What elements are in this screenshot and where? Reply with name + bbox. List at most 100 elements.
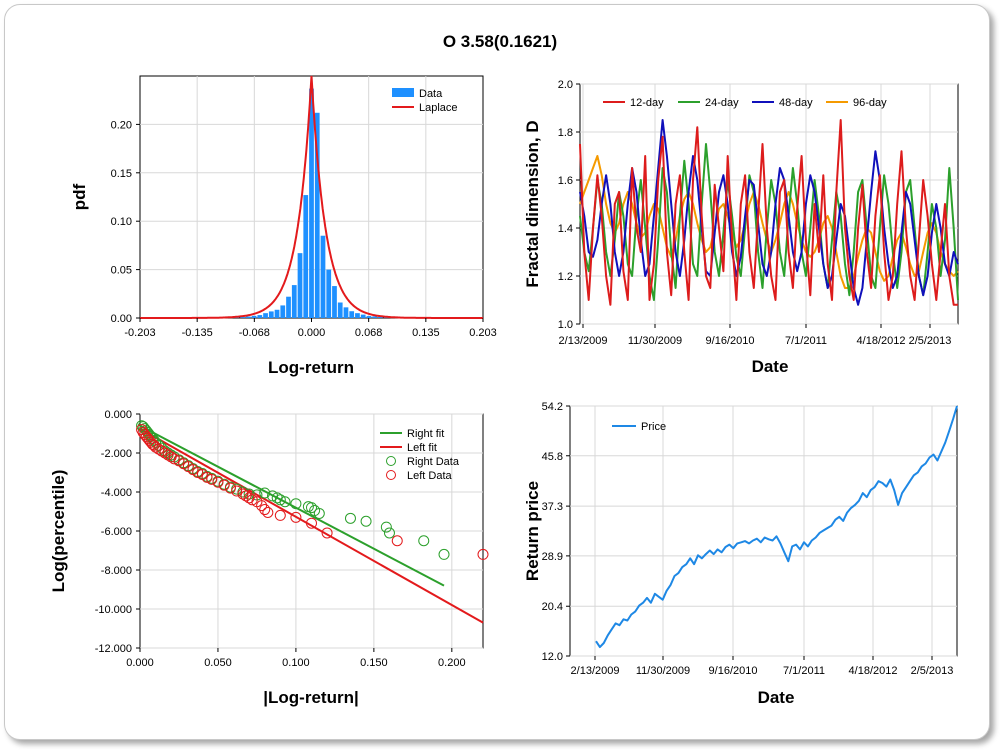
legend-label: 12-day (630, 97, 664, 109)
y-tick-label: 1.4 (558, 223, 573, 235)
x-tick-label: 11/30/2009 (628, 335, 682, 347)
x-tick-label: -0.203 (124, 327, 155, 339)
y-tick-label: 20.4 (542, 601, 563, 613)
x-tick-label: 9/16/2010 (706, 335, 755, 347)
histogram-bar (326, 269, 332, 318)
y-tick-label: 1.2 (558, 271, 573, 283)
histogram-bar (240, 317, 245, 318)
x-tick-label: 0.100 (282, 657, 310, 669)
right-data-point (313, 507, 325, 519)
y-tick-label: 0.05 (111, 265, 132, 277)
x-tick-label: 11/30/2009 (636, 665, 690, 677)
tail-fit-x-label: |Log-return| (263, 688, 358, 707)
histogram-bar (360, 314, 366, 318)
left-data-point (168, 453, 180, 465)
left-data-point (159, 447, 171, 459)
legend-label: 48-day (779, 97, 813, 109)
legend-label: 96-day (853, 97, 887, 109)
y-tick-label: -12.000 (95, 643, 132, 655)
right-data-point (274, 494, 286, 506)
left-data-point (306, 517, 317, 529)
histogram-bar (337, 302, 343, 318)
left-data-point (156, 445, 168, 457)
fractal-series-line (579, 119, 959, 306)
left-fit-line (139, 427, 484, 624)
y-tick-label: -4.000 (101, 487, 132, 499)
y-tick-label: 0.15 (111, 168, 132, 180)
x-tick-label: 4/18/2012 (857, 335, 906, 347)
y-tick-label: 37.3 (542, 501, 563, 513)
histogram-bar (280, 305, 286, 318)
left-data-point (206, 473, 218, 485)
y-tick-label: 1.8 (558, 127, 573, 139)
y-tick-label: 28.9 (542, 551, 563, 563)
legend-label: Left Data (407, 470, 453, 482)
left-data-point (290, 511, 302, 523)
tail-fit-legend: Right fit Left fit Right Data Left Data (380, 428, 460, 482)
x-tick-label: 7/1/2011 (783, 665, 825, 677)
tail-fit-y-label: Log(percentile) (49, 470, 68, 593)
histogram-bar (291, 285, 297, 318)
left-data-point (262, 506, 274, 518)
legend-label: Left fit (407, 442, 437, 454)
figure-title: O 3.58(0.1621) (442, 32, 558, 51)
fractal-series-line (579, 119, 958, 306)
y-tick-label: 2.0 (558, 79, 573, 91)
price-legend: Price (612, 421, 666, 433)
left-data-point (477, 548, 489, 560)
x-tick-label: 0.200 (438, 657, 466, 669)
y-tick-label: 1.0 (558, 319, 573, 331)
left-data-point (237, 488, 249, 500)
legend-label-laplace: Laplace (419, 102, 458, 114)
right-data-point (259, 487, 271, 499)
y-tick-label: -2.000 (101, 448, 132, 460)
y-tick-label: 0.10 (111, 216, 132, 228)
right-data-point (360, 515, 372, 527)
right-data-point (380, 521, 392, 533)
x-tick-label: 7/1/2011 (785, 335, 827, 347)
left-data-point (391, 535, 403, 547)
legend-label-price: Price (641, 421, 666, 433)
right-data-point (153, 439, 165, 451)
y-tick-label: 12.0 (542, 651, 563, 663)
y-tick-label: 1.6 (558, 175, 573, 187)
legend-label-data: Data (419, 88, 443, 100)
legend-label: Right fit (407, 428, 444, 440)
histogram-bar (251, 315, 257, 318)
x-tick-label: -0.135 (182, 327, 213, 339)
x-tick-label: 0.203 (469, 327, 497, 339)
y-tick-label: 54.2 (542, 401, 563, 413)
histogram-bar (343, 307, 349, 318)
left-data-point (201, 471, 213, 483)
histogram-bar (257, 315, 263, 318)
x-tick-label: 0.050 (204, 657, 232, 669)
right-data-point (306, 502, 317, 514)
y-tick-label: 45.8 (542, 451, 563, 463)
histogram-bar (314, 112, 320, 318)
histogram-bar (378, 316, 383, 318)
y-tick-label: 0.000 (104, 409, 132, 421)
fractal-y-label: Fractal dimension, D (523, 120, 542, 287)
left-data-point (153, 443, 165, 455)
y-tick-label: 0.20 (111, 119, 132, 131)
x-tick-label: 9/16/2010 (709, 665, 758, 677)
histogram-y-label: pdf (70, 183, 89, 210)
price-line (595, 405, 958, 649)
fractal-legend: 12-day 24-day 48-day 96-day (603, 97, 887, 109)
legend-swatch (386, 456, 396, 466)
histogram-bar (268, 311, 274, 318)
histogram-bar (366, 316, 372, 318)
left-data-point (321, 527, 333, 539)
histogram-chart: -0.203 -0.135 -0.068 0.000 0.068 0.135 0.203 0.… (70, 75, 497, 377)
y-tick-label: -6.000 (101, 526, 132, 538)
left-data-point (231, 485, 243, 497)
x-tick-label: -0.068 (239, 327, 270, 339)
right-data-point (383, 527, 395, 539)
x-tick-label: 2/13/2009 (559, 335, 608, 347)
y-tick-label: 0.00 (111, 313, 132, 325)
left-data-point (259, 504, 271, 516)
left-data-point (192, 467, 204, 478)
histogram-bar (320, 235, 326, 318)
fractal-dimension-chart: 2/13/2009 11/30/2009 9/16/2010 7/1/2011 4/18… (523, 79, 959, 376)
